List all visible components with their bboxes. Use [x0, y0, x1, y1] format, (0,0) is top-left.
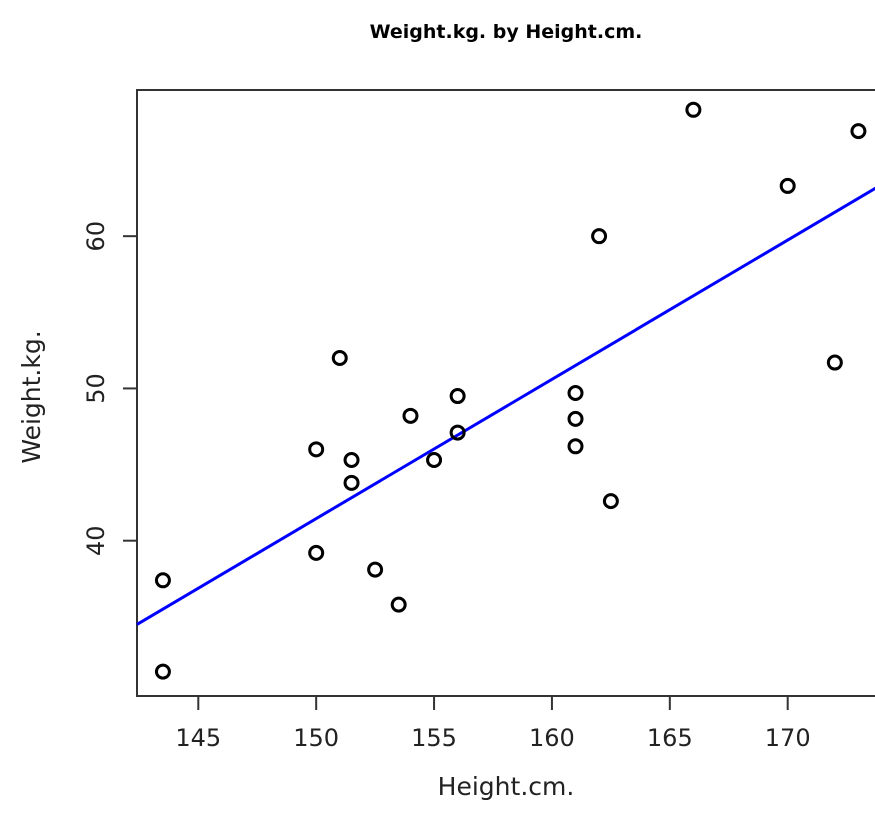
data-point — [602, 493, 619, 510]
x-tick-label: 155 — [411, 724, 457, 752]
y-tick-label: 50 — [82, 373, 110, 404]
regression-line — [136, 186, 875, 626]
data-point — [567, 385, 584, 401]
data-point — [449, 424, 466, 441]
data-point — [308, 441, 325, 458]
data-point — [343, 474, 360, 491]
data-point — [154, 663, 171, 680]
data-point — [331, 349, 348, 366]
data-point — [390, 596, 407, 613]
x-tick-label: 165 — [647, 724, 693, 752]
y-axis-label: Weight.kg. — [17, 330, 46, 463]
data-point — [308, 544, 325, 561]
data-point — [367, 561, 384, 578]
x-tick-label: 150 — [293, 724, 339, 752]
data-point — [567, 438, 584, 455]
data-point — [402, 407, 419, 424]
x-tick-label: 170 — [765, 724, 811, 752]
data-point — [343, 451, 360, 468]
data-point — [449, 388, 466, 405]
data-point — [426, 451, 443, 468]
x-axis-label: Height.cm. — [438, 772, 575, 801]
y-axis: 40 50 60 — [82, 221, 137, 556]
data-point — [567, 410, 584, 427]
data-point — [154, 572, 171, 589]
y-tick-label: 60 — [82, 221, 110, 252]
data-point — [685, 101, 702, 118]
data-points — [154, 101, 867, 680]
x-axis: 145 150 155 160 165 170 — [175, 696, 811, 752]
x-tick-label: 160 — [529, 724, 575, 752]
x-tick-label: 145 — [175, 724, 221, 752]
data-point — [850, 123, 867, 140]
y-tick-label: 40 — [82, 525, 110, 556]
data-point — [826, 354, 843, 371]
chart-title: Weight.kg. by Height.cm. — [370, 21, 643, 43]
data-point — [591, 228, 608, 245]
data-point — [779, 177, 796, 194]
plot-frame — [136, 89, 875, 697]
